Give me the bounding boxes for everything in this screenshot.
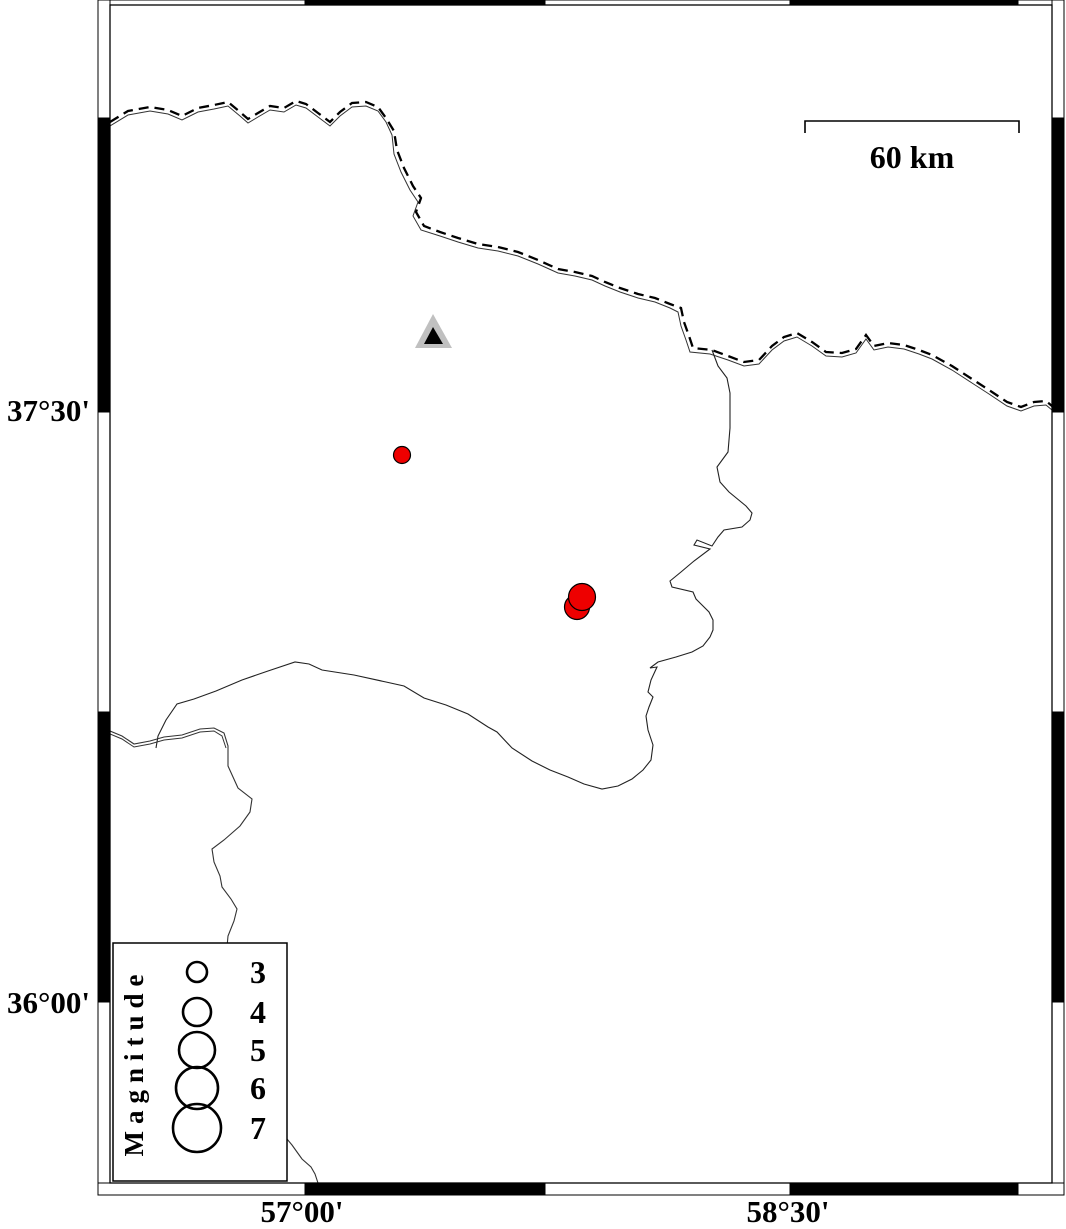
legend-circle-m7: [171, 1102, 223, 1154]
international-border-dashed-line: [110, 99, 1052, 409]
scale-bar-label: 60 km: [870, 139, 955, 175]
magnitude-legend: Magnitude 3 4 5 6 7: [112, 942, 288, 1182]
earthquake-marker: [567, 582, 597, 612]
scale-bar: 60 km: [804, 120, 1020, 175]
legend-label-m5: 5: [250, 1032, 266, 1068]
legend-circle-m4: [181, 996, 213, 1028]
legend-title: Magnitude: [119, 967, 149, 1156]
lon-label-58-30: 58°30': [746, 1194, 829, 1229]
river-southwest-second-line: [110, 730, 227, 749]
legend-label-m3: 3: [250, 954, 266, 990]
legend-circle-m3: [185, 960, 209, 984]
station-triangle-inner-icon: [424, 327, 443, 344]
axis-annotations: 37°30' 36°00' 57°00' 58°30': [7, 393, 830, 1229]
markers-layer: [392, 314, 597, 621]
lat-label-37-30: 37°30': [7, 393, 90, 428]
scale-bar-bracket: [804, 120, 1020, 133]
map-frame: [97, 0, 1065, 1196]
legend-label-m6: 6: [250, 1070, 266, 1106]
lat-label-36-00: 36°00': [7, 985, 90, 1020]
border-river-line: [110, 104, 1052, 412]
legend-label-m4: 4: [250, 994, 266, 1030]
legend-label-m7: 7: [250, 1110, 266, 1146]
earthquake-marker: [392, 445, 412, 465]
legend-circle-m6: [174, 1065, 220, 1111]
province-boundary-line: [155, 349, 753, 790]
lon-label-57-00: 57°00': [260, 1194, 343, 1229]
map-inner-border: [109, 4, 1053, 1184]
